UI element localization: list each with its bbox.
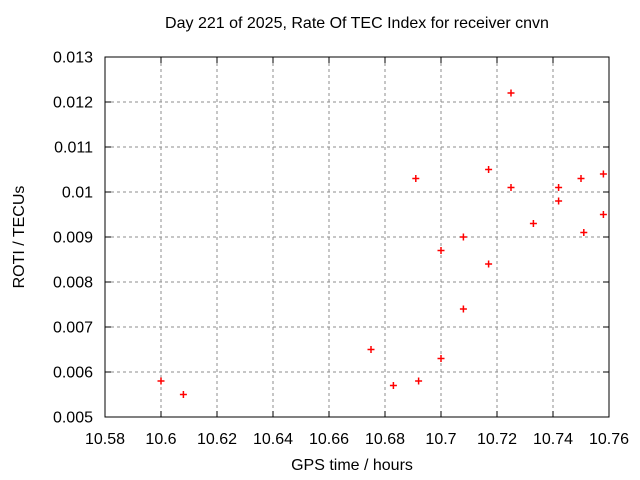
data-point (599, 211, 607, 218)
x-tick-label: 10.72 (477, 431, 517, 448)
y-axis-label: ROTI / TECUs (11, 185, 28, 289)
data-point (577, 175, 585, 182)
x-axis-label: GPS time / hours (291, 457, 413, 474)
data-point (599, 170, 607, 178)
y-tick-label: 0.011 (54, 140, 93, 157)
data-point (555, 184, 563, 191)
data-point (415, 377, 423, 385)
x-tick-label: 10.6 (145, 431, 176, 448)
data-point (459, 233, 467, 241)
data-point (367, 346, 375, 353)
y-tick-label: 0.01 (62, 185, 93, 202)
x-tick-label: 10.76 (589, 431, 629, 448)
x-tick-label: 10.66 (309, 431, 349, 448)
data-point (507, 184, 515, 191)
x-tick-label: 10.7 (425, 431, 456, 448)
data-point (459, 305, 467, 313)
data-point (437, 355, 445, 362)
chart-title: Day 221 of 2025, Rate Of TEC Index for r… (165, 15, 549, 32)
y-tick-label: 0.012 (53, 95, 93, 112)
data-point (179, 391, 187, 398)
data-point (485, 260, 493, 268)
data-point (437, 247, 445, 254)
x-tick-label: 10.62 (197, 431, 237, 448)
x-tick-label: 10.74 (533, 431, 573, 448)
y-tick-label: 0.006 (53, 365, 93, 382)
data-point (580, 229, 588, 236)
data-point (157, 377, 165, 385)
data-point (555, 197, 563, 205)
y-tick-label: 0.008 (53, 275, 93, 292)
x-tick-label: 10.68 (365, 431, 405, 448)
data-point (389, 382, 397, 389)
data-point (485, 166, 493, 173)
y-tick-label: 0.013 (53, 50, 93, 67)
y-tick-label: 0.007 (53, 320, 93, 337)
x-tick-label: 10.58 (85, 431, 125, 448)
y-tick-label: 0.009 (53, 230, 93, 247)
data-point (412, 175, 420, 182)
y-tick-label: 0.005 (53, 410, 93, 427)
data-point (507, 89, 515, 97)
data-point (529, 220, 537, 227)
x-tick-label: 10.64 (253, 431, 293, 448)
